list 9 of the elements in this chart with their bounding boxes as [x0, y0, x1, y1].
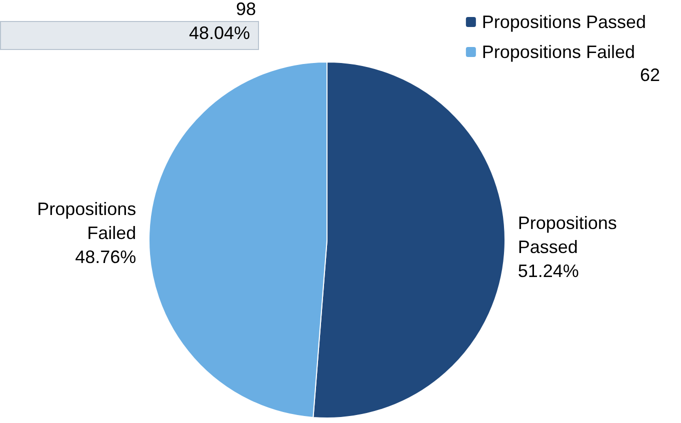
text: 62: [640, 65, 660, 85]
slice-label: Propositions Passed: [518, 213, 617, 258]
text: 98: [236, 0, 256, 19]
text: 48.04%: [188, 23, 250, 43]
legend-label: Propositions Failed: [482, 42, 635, 62]
legend-label: Propositions Passed: [482, 12, 646, 32]
data-label: 48.76%: [75, 246, 136, 267]
data-label: 51.24%: [518, 261, 579, 282]
slice-label: Propositions Failed: [37, 198, 136, 243]
